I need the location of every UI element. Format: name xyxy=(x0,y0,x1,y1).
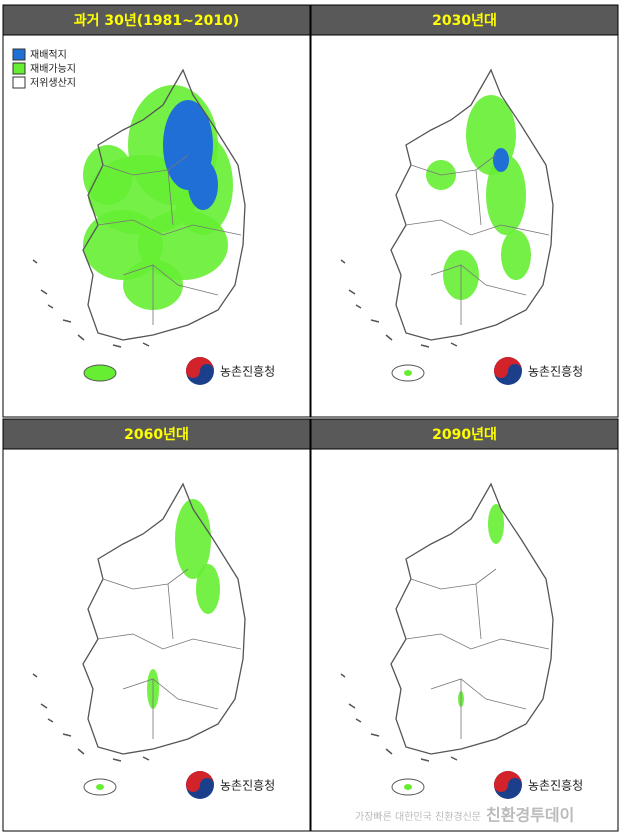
map-frame xyxy=(2,448,311,832)
legend-swatch xyxy=(12,62,26,75)
logo: 농촌진흥청 xyxy=(494,357,583,385)
map: 농촌진흥청 xyxy=(341,70,583,385)
panel-header xyxy=(2,418,311,450)
legend-label: 저위생산지 xyxy=(30,76,76,89)
legend-label: 재배가능지 xyxy=(30,63,76,75)
panel-header xyxy=(2,4,311,36)
suitable-area xyxy=(196,564,220,614)
jeju-core xyxy=(96,784,104,790)
panel-title: 2060년대 xyxy=(124,427,189,443)
logo-text: 농촌진흥청 xyxy=(528,365,583,379)
suitable-area xyxy=(488,504,504,544)
logo-text: 농촌진흥청 xyxy=(220,779,275,793)
optimal-area xyxy=(493,148,509,172)
logo: 농촌진흥청 xyxy=(186,357,275,385)
logo-text: 농촌진흥청 xyxy=(220,365,275,379)
suitable-area xyxy=(501,230,531,280)
jeju-core xyxy=(404,784,412,790)
suitable-area xyxy=(83,145,133,205)
suitable-area xyxy=(486,155,526,235)
legend-swatch xyxy=(12,76,26,89)
legend-swatch xyxy=(12,48,26,61)
logo-mark-red xyxy=(186,357,214,378)
suitable-area xyxy=(175,499,211,579)
map: 농촌진흥청 xyxy=(33,484,275,799)
logo-mark-red xyxy=(494,357,522,378)
watermark-brand: 친환경투데이 xyxy=(486,806,574,825)
logo-mark-red xyxy=(494,771,522,792)
watermark: 가장빠른 대한민국 친환경신문 xyxy=(355,810,481,823)
jeju-core xyxy=(96,370,104,376)
panel-header xyxy=(310,4,619,36)
map-frame xyxy=(310,448,619,832)
panel-header xyxy=(310,418,619,450)
logo: 농촌진흥청 xyxy=(186,771,275,799)
jeju-core xyxy=(404,370,412,376)
legend-label: 재배적지 xyxy=(30,49,67,61)
logo-text: 농촌진흥청 xyxy=(528,779,583,793)
panel-title: 2090년대 xyxy=(432,427,497,443)
optimal-area xyxy=(188,160,218,210)
panel-title: 2030년대 xyxy=(432,13,497,29)
panel-title: 과거 30년(1981~2010) xyxy=(74,13,239,29)
logo: 농촌진흥청 xyxy=(494,771,583,799)
map-frame xyxy=(310,34,619,418)
logo-mark-red xyxy=(186,771,214,792)
